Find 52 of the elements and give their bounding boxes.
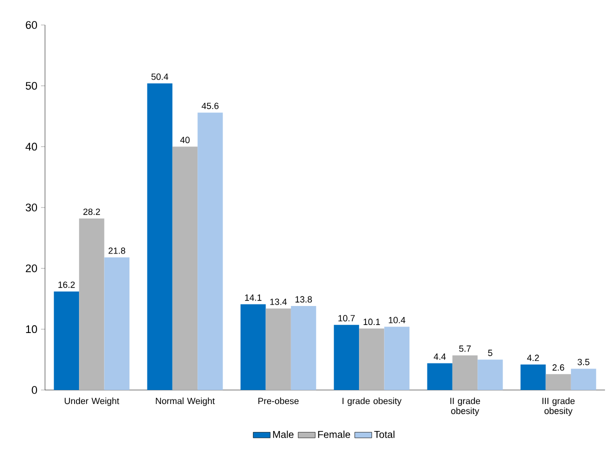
bar: [452, 355, 478, 390]
bar: [520, 364, 546, 390]
data-label: 10.7: [338, 315, 355, 322]
x-tick-label: Normal Weight: [156, 398, 215, 406]
x-tick-label: III grade obesity: [542, 398, 575, 416]
data-label: 10.4: [388, 316, 406, 324]
data-label: 28.2: [83, 208, 100, 215]
legend-label: Total: [374, 430, 394, 438]
bar: [198, 112, 223, 390]
bar: [359, 328, 384, 390]
y-tick-label: 20: [26, 264, 38, 272]
data-label: 3.5: [578, 358, 590, 366]
legend-label: Female: [318, 430, 350, 438]
data-label: 13.4: [270, 298, 287, 305]
data-label: 5: [488, 350, 492, 356]
data-label: 10.1: [364, 318, 380, 326]
x-tick-label: II grade obesity: [450, 398, 480, 416]
x-tick-label: I grade obesity: [342, 398, 402, 406]
bar: [546, 374, 571, 390]
bar: [266, 308, 291, 390]
data-label: 4.4: [434, 354, 446, 360]
bar: [79, 218, 104, 390]
data-label: 14.1: [245, 294, 262, 301]
data-label: 21.8: [108, 248, 126, 254]
data-label: 50.4: [151, 74, 168, 80]
y-tick-label: 30: [26, 204, 38, 212]
bar: [172, 146, 198, 390]
bar: [427, 363, 452, 390]
bar: [290, 306, 316, 390]
y-tick-label: 50: [26, 82, 38, 90]
y-tick-label: 40: [26, 142, 38, 151]
bar: [384, 326, 410, 390]
bar: [147, 83, 172, 390]
bar: [478, 360, 503, 390]
y-tick-label: 10: [26, 325, 38, 334]
data-label: 16.2: [58, 282, 75, 288]
x-tick-label: Pre-obese: [258, 398, 299, 404]
y-tick-label: 60: [26, 21, 38, 29]
bar: [334, 324, 360, 390]
bar: [240, 304, 266, 390]
bar: [104, 257, 130, 390]
bar: [54, 291, 80, 390]
y-tick-label: 0: [32, 386, 38, 394]
data-label: 45.6: [202, 102, 219, 110]
legend-label: Male: [273, 430, 294, 438]
x-tick-label: Under Weight: [64, 398, 120, 406]
bar: [570, 368, 596, 390]
data-label: 5.7: [459, 346, 471, 352]
data-label: 4.2: [527, 354, 539, 361]
data-label: 2.6: [552, 364, 564, 371]
data-label: 13.8: [295, 296, 312, 303]
data-label: 40: [180, 136, 190, 144]
